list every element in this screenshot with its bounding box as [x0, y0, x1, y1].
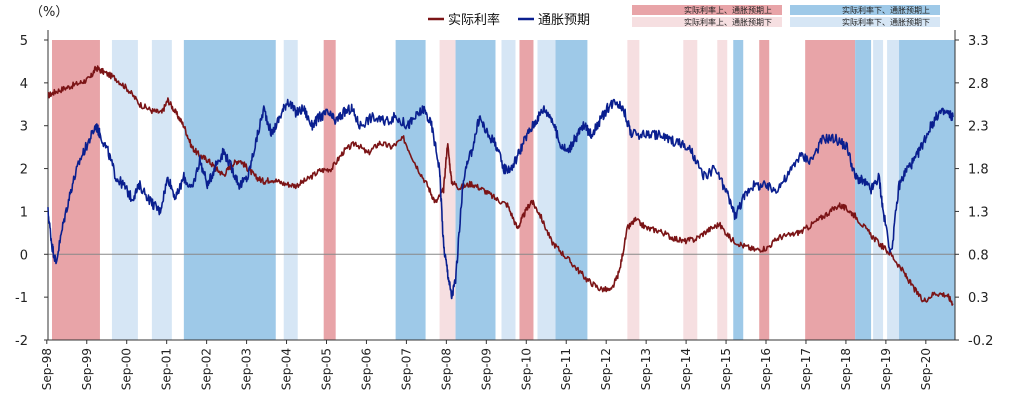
regime-band-2-6	[895, 40, 955, 340]
legend-regime-label-2: 实际利率下、通胀预期上	[842, 5, 930, 15]
legend-regime-label-0: 实际利率上、通胀预期上	[684, 5, 772, 15]
tick-labels-layer: （%）5 4 3 2 1 0 -1 -2 3.3 2.8 2.3 1.8 1.3 0.8 0.3 -0.2 Se…	[15, 5, 993, 390]
regime-band-2-4	[733, 40, 744, 340]
left-tick-label: 1	[20, 205, 28, 220]
regime-band-1-3	[717, 40, 728, 340]
x-tick-label: Sep-13	[639, 348, 653, 390]
x-tick-label: Sep-06	[359, 348, 373, 390]
legend-label-0: 实际利率	[448, 12, 500, 28]
right-tick-label: 2.3	[968, 120, 989, 135]
series-line-1	[47, 98, 954, 300]
left-tick-label: 2	[20, 163, 28, 178]
legend-regime-box-3	[790, 17, 940, 27]
right-tick-label: 0.8	[968, 248, 989, 263]
legend-label-1: 通胀预期	[538, 13, 590, 28]
x-tick-label: Sep-01	[160, 348, 174, 390]
x-tick-label: Sep-09	[479, 348, 493, 390]
regime-band-1-1	[627, 40, 640, 340]
legend-regime-label-1: 实际利率上、通胀预期下	[684, 17, 772, 27]
left-tick-label: -1	[15, 291, 28, 306]
x-tick-label: Sep-14	[679, 348, 693, 390]
legend-regime-box-1	[632, 17, 782, 27]
right-tick-label: 1.3	[968, 205, 989, 220]
series-line-0	[47, 65, 954, 306]
regime-band-3-0	[111, 40, 138, 340]
right-tick-label: 2.8	[968, 77, 989, 92]
x-tick-label: Sep-18	[839, 348, 853, 390]
regime-band-1-2	[683, 40, 698, 340]
right-tick-label: 3.3	[968, 34, 989, 49]
regime-band-0-2	[519, 40, 534, 340]
x-tick-label: Sep-08	[439, 348, 453, 390]
regime-band-2-1	[395, 40, 426, 340]
x-tick-label: Sep-12	[599, 348, 613, 390]
regime-band-3-6	[887, 40, 900, 340]
x-tick-label: Sep-03	[240, 348, 254, 390]
regime-band-3-4	[537, 40, 556, 340]
x-tick-label: Sep-20	[919, 348, 933, 390]
x-tick-label: Sep-10	[519, 348, 533, 390]
x-tick-label: Sep-04	[280, 348, 294, 390]
regime-band-0-4	[805, 40, 856, 340]
right-tick-label: 1.8	[968, 163, 989, 178]
legend-regime-box-0	[632, 5, 782, 15]
x-tick-label: Sep-98	[40, 348, 54, 390]
regime-band-0-1	[323, 40, 336, 340]
series-lines-layer	[47, 65, 954, 306]
x-tick-label: Sep-11	[559, 348, 573, 390]
left-axis-unit-label: （%）	[30, 5, 68, 20]
regime-band-3-1	[151, 40, 172, 340]
x-tick-label: Sep-17	[799, 348, 813, 390]
regime-band-0-3	[759, 40, 770, 340]
x-tick-label: Sep-02	[200, 348, 214, 390]
regime-shading-layer	[51, 40, 955, 340]
regime-band-3-5	[873, 40, 884, 340]
x-tick-label: Sep-07	[399, 348, 413, 390]
left-tick-label: 3	[20, 120, 28, 135]
axis-frame	[47, 30, 956, 341]
legend-regime-label-3: 实际利率下、通胀预期下	[842, 17, 930, 27]
x-tick-label: Sep-99	[80, 348, 94, 390]
regime-band-3-2	[283, 40, 298, 340]
right-tick-label: -0.2	[968, 334, 993, 349]
x-tick-label: Sep-15	[719, 348, 733, 390]
x-tick-label: Sep-05	[319, 348, 333, 390]
x-tick-label: Sep-16	[759, 348, 773, 390]
regime-band-2-5	[855, 40, 872, 340]
regime-band-3-3	[501, 40, 516, 340]
x-tick-label: Sep-00	[120, 348, 134, 390]
legend-regime-box-2	[790, 5, 940, 15]
regime-band-0-0	[51, 40, 100, 340]
left-tick-label: 5	[20, 34, 28, 49]
right-tick-label: 0.3	[968, 291, 989, 306]
left-tick-label: 4	[20, 77, 28, 92]
regime-band-2-0	[183, 40, 276, 340]
regime-band-1-0	[439, 40, 456, 340]
x-tick-label: Sep-19	[879, 348, 893, 390]
left-tick-label: 0	[20, 248, 28, 263]
regime-band-2-3	[555, 40, 588, 340]
left-tick-label: -2	[15, 334, 28, 349]
